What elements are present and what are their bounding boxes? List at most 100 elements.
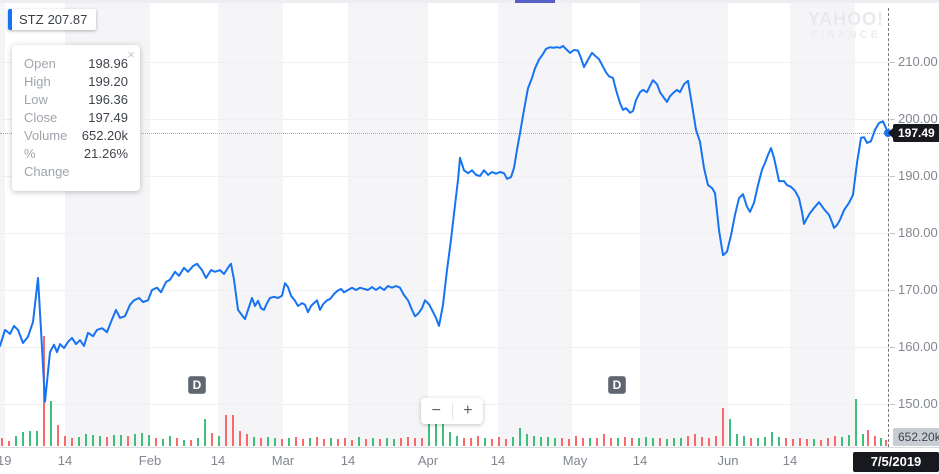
volume-bar bbox=[393, 439, 395, 446]
ticker-accent-bar bbox=[8, 9, 12, 30]
volume-bar bbox=[85, 434, 87, 446]
ohlc-tooltip: × Open 198.96 High 199.20 Low 196.36 Close 197.… bbox=[12, 45, 140, 191]
volume-bar bbox=[414, 438, 416, 446]
watermark-yahoo: YAHOO! bbox=[807, 9, 885, 29]
zoom-in-button[interactable]: + bbox=[463, 402, 473, 419]
zoom-control-divider bbox=[451, 403, 453, 419]
volume-bar bbox=[764, 437, 766, 446]
tooltip-row: Low 196.36 bbox=[24, 91, 128, 109]
tooltip-rows: Open 198.96 High 199.20 Low 196.36 Close 197.49… bbox=[24, 55, 128, 181]
crosshair-date-badge: 7/5/2019 bbox=[853, 452, 939, 472]
volume-badge-value: 652.20k bbox=[898, 430, 939, 444]
volume-bar bbox=[358, 437, 360, 446]
range-scrollbar-thumb[interactable] bbox=[515, 0, 555, 3]
volume-bar bbox=[729, 419, 731, 446]
volume-bar bbox=[22, 432, 24, 446]
month-shade-band bbox=[218, 3, 283, 447]
volume-bar bbox=[295, 437, 297, 446]
zoom-out-button[interactable]: − bbox=[431, 402, 441, 419]
volume-bar bbox=[666, 439, 668, 446]
y-axis-tick bbox=[890, 290, 895, 291]
gridline bbox=[0, 233, 890, 234]
volume-bar bbox=[64, 436, 66, 446]
volume-bar bbox=[36, 431, 38, 446]
volume-bar bbox=[778, 437, 780, 446]
volume-bar bbox=[874, 436, 876, 446]
volume-bar bbox=[673, 438, 675, 446]
x-axis-tick-label: May bbox=[562, 453, 588, 468]
ticker-badge[interactable]: STZ 207.87 bbox=[8, 9, 97, 30]
volume-bar bbox=[260, 438, 262, 446]
volume-bar bbox=[106, 437, 108, 446]
volume-bar bbox=[155, 438, 157, 446]
y-axis-tick-label: 210.00 bbox=[898, 54, 938, 69]
volume-bar bbox=[694, 434, 696, 446]
volume-bar bbox=[211, 433, 213, 446]
volume-bar bbox=[428, 422, 430, 446]
tooltip-row-label: Low bbox=[24, 92, 48, 107]
volume-bar bbox=[680, 438, 682, 446]
price-badge-value: 197.49 bbox=[898, 126, 935, 140]
volume-bar bbox=[652, 438, 654, 446]
y-axis-tick bbox=[890, 62, 895, 63]
volume-bar bbox=[127, 436, 129, 446]
volume-bar bbox=[645, 437, 647, 446]
x-axis-tick-label: 14 bbox=[782, 453, 798, 468]
tooltip-row: High 199.20 bbox=[24, 73, 128, 91]
volume-bar bbox=[708, 438, 710, 446]
volume-bar bbox=[253, 437, 255, 446]
volume-bar bbox=[624, 437, 626, 446]
month-shade-band bbox=[498, 3, 572, 447]
dividend-marker[interactable]: D bbox=[608, 376, 626, 394]
volume-bar bbox=[372, 438, 374, 446]
date-badge-value: 7/5/2019 bbox=[870, 454, 922, 469]
volume-bar bbox=[204, 419, 206, 446]
x-axis-tick-label: 14 bbox=[340, 453, 356, 468]
volume-bar bbox=[701, 437, 703, 446]
volume-bar bbox=[281, 439, 283, 446]
dividend-marker[interactable]: D bbox=[188, 376, 206, 394]
current-price-dotted-line bbox=[0, 133, 890, 134]
volume-bar bbox=[141, 433, 143, 446]
tooltip-row: Open 198.96 bbox=[24, 55, 128, 73]
volume-bar bbox=[512, 437, 514, 446]
y-axis-tick bbox=[890, 233, 895, 234]
volume-bar bbox=[57, 425, 59, 446]
ticker-price: 207.87 bbox=[47, 12, 88, 27]
volume-bar bbox=[638, 438, 640, 446]
range-scrollbar-track[interactable] bbox=[0, 0, 939, 3]
volume-bar bbox=[470, 438, 472, 446]
volume-bar bbox=[596, 438, 598, 446]
volume-bar bbox=[582, 438, 584, 446]
volume-bar bbox=[148, 435, 150, 446]
volume-bar bbox=[533, 436, 535, 446]
volume-bar bbox=[841, 437, 843, 446]
tooltip-row-label: Volume bbox=[24, 128, 68, 143]
volume-bar bbox=[687, 436, 689, 446]
tooltip-close-icon[interactable]: × bbox=[127, 47, 135, 62]
month-shade-band bbox=[348, 3, 428, 447]
volume-bar bbox=[288, 438, 290, 446]
volume-bar bbox=[834, 436, 836, 446]
volume-bar bbox=[421, 438, 423, 446]
volume-bar bbox=[540, 437, 542, 446]
tooltip-row-label: % Change bbox=[24, 146, 70, 179]
x-axis-tick-label: Mar bbox=[271, 453, 295, 468]
month-shade-band bbox=[0, 3, 5, 447]
volume-bar bbox=[575, 436, 577, 446]
volume-bar bbox=[659, 438, 661, 446]
volume-bar bbox=[885, 440, 887, 446]
volume-bar bbox=[757, 438, 759, 446]
tooltip-row-label: Open bbox=[24, 56, 56, 71]
volume-bar bbox=[218, 436, 220, 446]
gridline bbox=[0, 176, 890, 177]
volume-bar bbox=[365, 439, 367, 446]
volume-bar bbox=[449, 432, 451, 446]
volume-bar bbox=[71, 438, 73, 446]
y-axis-tick bbox=[890, 347, 895, 348]
y-axis-tick-label: 160.00 bbox=[898, 339, 938, 354]
volume-bar bbox=[785, 438, 787, 446]
volume-bar bbox=[631, 438, 633, 446]
